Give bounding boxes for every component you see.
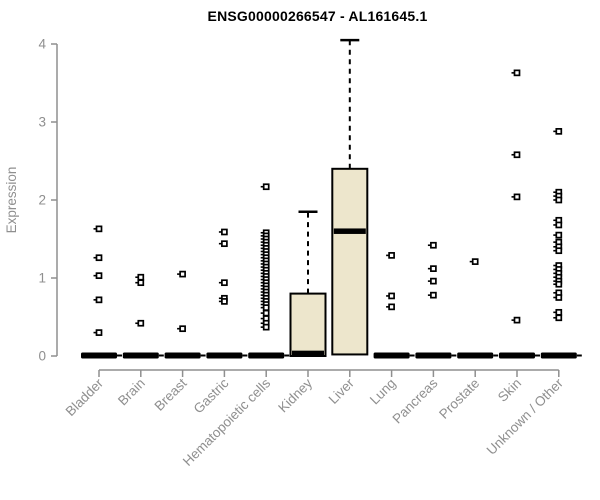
outlier-point <box>95 329 103 336</box>
box-rect <box>331 167 369 356</box>
y-tick-label: 1 <box>38 271 46 286</box>
y-tick-label: 4 <box>38 37 46 52</box>
zero-box <box>248 352 285 359</box>
chart-title: ENSG00000266547 - AL161645.1 <box>207 8 428 24</box>
outlier-point <box>555 196 563 204</box>
outlier-point <box>95 272 103 280</box>
outlier-point <box>513 316 521 324</box>
outlier-point <box>388 303 395 311</box>
median-line <box>333 228 366 234</box>
category-label: Skin <box>495 376 524 405</box>
outlier-point <box>95 225 103 233</box>
outlier-point <box>513 193 521 201</box>
outlier-point <box>221 228 228 236</box>
median-line <box>292 350 324 357</box>
category-label: Liver <box>326 375 358 407</box>
zero-box-nub <box>200 354 206 357</box>
outlier-point <box>555 308 563 316</box>
outlier-point <box>221 279 228 287</box>
zero-box <box>373 352 410 359</box>
outlier-point <box>179 270 186 278</box>
zero-box-nub <box>535 354 540 357</box>
outlier-point <box>137 319 145 327</box>
outlier-point <box>137 279 145 287</box>
outlier-point <box>179 325 186 333</box>
category-label: Pancreas <box>390 375 441 426</box>
outlier-point <box>555 280 563 288</box>
outlier-point <box>430 241 437 249</box>
y-tick-label: 0 <box>38 349 46 364</box>
outlier-point <box>513 69 521 77</box>
outlier-point <box>430 291 437 299</box>
outlier-point <box>388 252 395 259</box>
y-tick-label: 3 <box>38 115 46 130</box>
outlier-point <box>221 240 228 248</box>
category-label: Gastric <box>191 375 232 416</box>
category-label: Prostate <box>436 376 482 422</box>
zero-box <box>540 352 577 359</box>
outlier-point <box>221 298 228 305</box>
box-rect <box>289 292 327 358</box>
outlier-point <box>555 128 563 135</box>
outlier-point <box>430 265 437 272</box>
zero-box <box>415 352 452 359</box>
y-tick-label: 2 <box>38 193 46 208</box>
zero-box <box>81 352 117 359</box>
outlier-point <box>388 292 395 300</box>
outlier-point <box>95 254 103 262</box>
outlier-point <box>262 323 270 331</box>
zero-box <box>499 352 535 359</box>
category-label: Kidney <box>275 375 315 415</box>
outlier-point <box>262 183 270 191</box>
outlier-point <box>555 314 563 322</box>
category-label: Breast <box>152 375 190 413</box>
zero-box-nub <box>242 354 248 357</box>
zero-box <box>122 352 159 359</box>
category-label: Unknown / Other <box>484 375 567 458</box>
zero-box <box>457 352 494 359</box>
zero-box-nub <box>117 354 122 357</box>
zero-box-nub <box>284 354 290 357</box>
outlier-point <box>262 304 270 311</box>
zero-box-nub <box>451 354 457 357</box>
outlier-point <box>471 258 479 265</box>
zero-box-nub <box>409 354 415 357</box>
zero-box-nub <box>158 354 164 357</box>
zero-box-nub <box>493 354 499 357</box>
zero-box <box>206 352 243 359</box>
category-label: Bladder <box>63 375 107 419</box>
outlier-point <box>137 273 145 281</box>
category-label: Brain <box>115 376 148 409</box>
outlier-point <box>555 294 563 301</box>
outlier-point <box>555 247 563 255</box>
category-label: Lung <box>367 376 399 408</box>
zero-box-nub <box>576 354 582 357</box>
outlier-point <box>513 151 521 159</box>
outlier-point <box>95 296 103 304</box>
outlier-point <box>262 309 270 317</box>
outlier-point <box>555 221 563 229</box>
zero-box <box>164 352 201 359</box>
outlier-point <box>430 277 437 285</box>
outlier-point <box>555 231 563 239</box>
